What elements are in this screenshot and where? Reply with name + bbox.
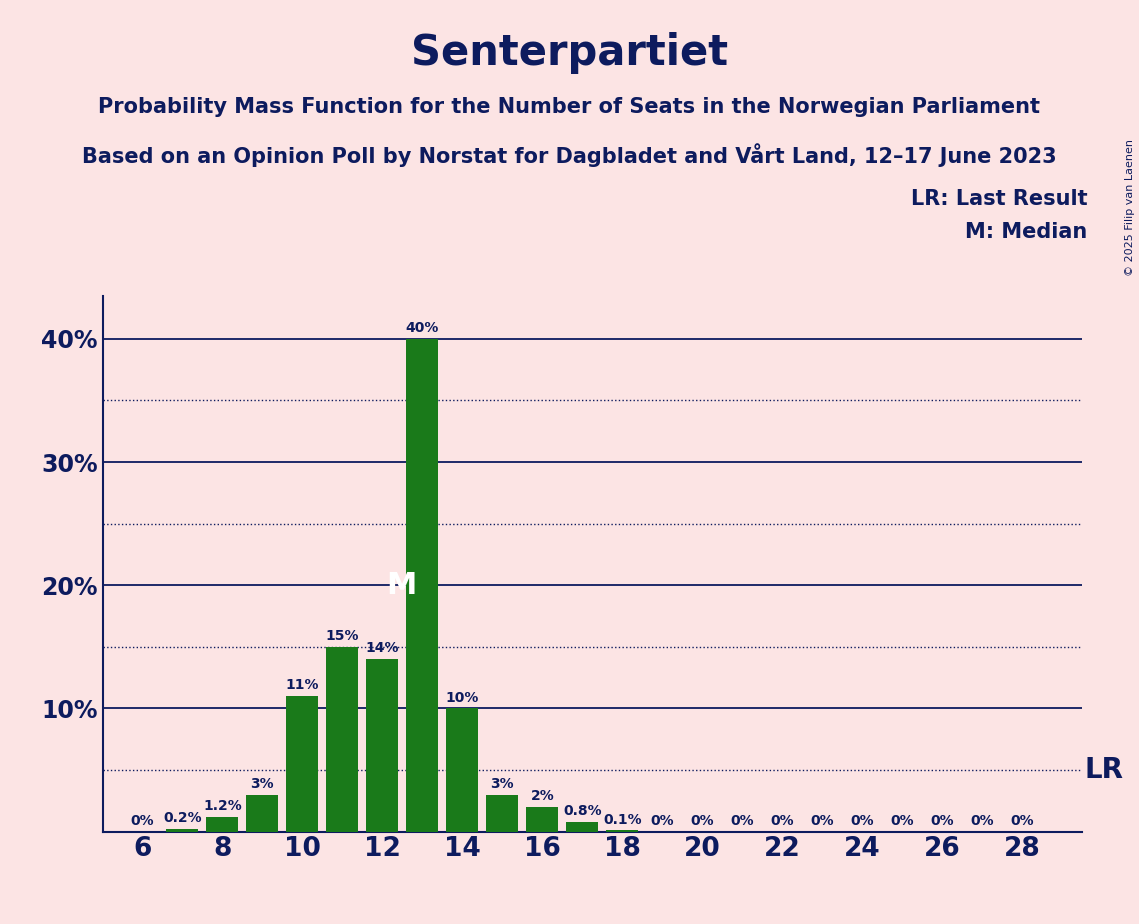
Bar bbox=[206, 817, 238, 832]
Text: 0.1%: 0.1% bbox=[603, 813, 641, 827]
Bar bbox=[367, 659, 399, 832]
Text: 11%: 11% bbox=[286, 678, 319, 692]
Bar bbox=[526, 807, 558, 832]
Text: 0%: 0% bbox=[131, 814, 154, 828]
Text: LR: LR bbox=[1084, 756, 1123, 784]
Text: Senterpartiet: Senterpartiet bbox=[411, 32, 728, 74]
Text: 0%: 0% bbox=[970, 814, 994, 828]
Bar bbox=[407, 339, 439, 832]
Bar bbox=[166, 829, 198, 832]
Bar bbox=[246, 795, 278, 832]
Text: 0%: 0% bbox=[891, 814, 913, 828]
Text: 15%: 15% bbox=[326, 629, 359, 643]
Text: 2%: 2% bbox=[531, 789, 555, 803]
Text: 0.2%: 0.2% bbox=[163, 811, 202, 825]
Text: 0%: 0% bbox=[851, 814, 874, 828]
Text: 0%: 0% bbox=[810, 814, 834, 828]
Bar bbox=[606, 831, 638, 832]
Text: 0.8%: 0.8% bbox=[563, 804, 601, 818]
Bar bbox=[446, 709, 478, 832]
Text: 0%: 0% bbox=[931, 814, 954, 828]
Bar bbox=[327, 647, 359, 832]
Text: 14%: 14% bbox=[366, 641, 399, 655]
Bar bbox=[566, 821, 598, 832]
Text: Based on an Opinion Poll by Norstat for Dagbladet and Vårt Land, 12–17 June 2023: Based on an Opinion Poll by Norstat for … bbox=[82, 143, 1057, 167]
Text: 1.2%: 1.2% bbox=[203, 799, 241, 813]
Text: 0%: 0% bbox=[730, 814, 754, 828]
Text: LR: Last Result: LR: Last Result bbox=[911, 189, 1088, 210]
Text: M: Median: M: Median bbox=[966, 222, 1088, 242]
Text: © 2025 Filip van Laenen: © 2025 Filip van Laenen bbox=[1125, 139, 1134, 275]
Bar bbox=[286, 696, 319, 832]
Text: Probability Mass Function for the Number of Seats in the Norwegian Parliament: Probability Mass Function for the Number… bbox=[98, 97, 1041, 117]
Text: 10%: 10% bbox=[445, 691, 480, 705]
Text: M: M bbox=[386, 571, 417, 600]
Bar bbox=[486, 795, 518, 832]
Text: 0%: 0% bbox=[1010, 814, 1034, 828]
Text: 40%: 40% bbox=[405, 322, 439, 335]
Text: 0%: 0% bbox=[770, 814, 794, 828]
Text: 0%: 0% bbox=[650, 814, 674, 828]
Text: 3%: 3% bbox=[251, 777, 274, 791]
Text: 3%: 3% bbox=[491, 777, 514, 791]
Text: 0%: 0% bbox=[690, 814, 714, 828]
